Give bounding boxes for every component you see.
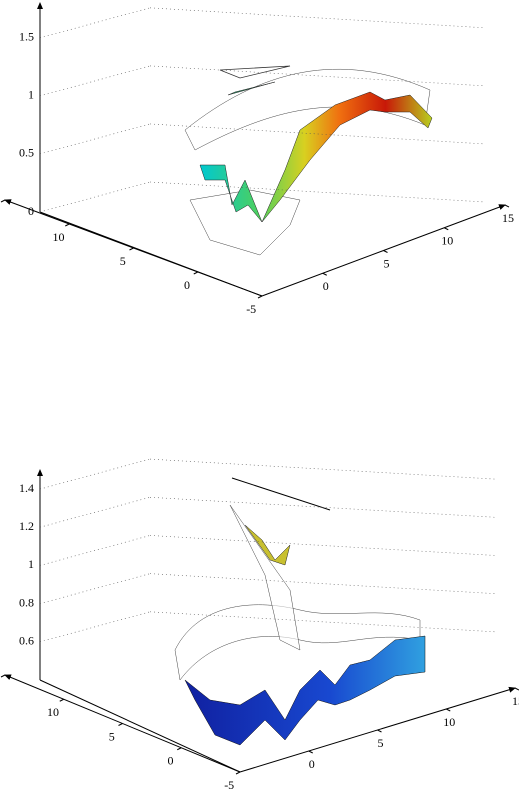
- grid-line: [149, 496, 496, 518]
- grid-line: [39, 123, 151, 155]
- z-base: [39, 679, 241, 773]
- grid-line: [149, 458, 496, 480]
- tick-mark: [504, 204, 510, 208]
- tick-mark: [235, 771, 241, 775]
- tick-mark: [118, 723, 123, 726]
- tick-mark: [129, 247, 134, 251]
- z-base: [39, 211, 263, 297]
- x-tick-label: 0: [184, 278, 190, 292]
- tick-mark: [257, 295, 263, 299]
- tick-mark: [444, 227, 449, 231]
- z-tick-label: 1: [28, 557, 34, 571]
- grid-line: [149, 573, 496, 594]
- tick-mark: [446, 708, 451, 712]
- x-tick-label: 5: [109, 729, 115, 743]
- tick-mark: [383, 250, 388, 253]
- surface-bottom: [174, 477, 426, 746]
- y-tick-label: 0: [309, 757, 315, 771]
- z-tick-label: 0.8: [19, 595, 34, 609]
- grid-line: [39, 65, 151, 97]
- z-tick-label: 1.2: [19, 519, 34, 533]
- grid-line: [39, 181, 151, 213]
- y-tick-label: 0: [323, 279, 329, 293]
- grid-line: [39, 611, 151, 643]
- grid-line: [39, 573, 151, 604]
- grid-line: [149, 611, 496, 633]
- grid-line: [39, 496, 151, 528]
- tick-mark: [0, 674, 6, 678]
- grid-line: [39, 458, 151, 490]
- z-tick-label: 0: [28, 204, 34, 218]
- y-tick-label: 5: [378, 736, 384, 750]
- surface-top: [184, 65, 433, 256]
- grid-line: [149, 535, 496, 556]
- tick-mark: [514, 687, 519, 691]
- tick-mark: [377, 729, 382, 733]
- x-tick-label: -5: [224, 778, 234, 789]
- x-tick-label: 0: [167, 754, 173, 768]
- x-tick-label: 10: [52, 230, 64, 244]
- z-tick-label: 1: [28, 88, 34, 102]
- z-tick-label: 1.5: [19, 30, 34, 44]
- x-tick-label: 10: [47, 705, 59, 719]
- y-tick-label: 5: [384, 256, 390, 270]
- y-tick-label: 15: [512, 694, 519, 708]
- tick-mark: [0, 199, 6, 203]
- tick-mark: [308, 750, 313, 754]
- y-tick-label: 10: [443, 715, 455, 729]
- y-tick-label: 15: [502, 211, 514, 225]
- x-tick-label: -5: [246, 302, 256, 316]
- x-tick-label: 5: [120, 254, 126, 268]
- y-tick-label: 10: [441, 234, 453, 248]
- grid-line: [39, 535, 151, 566]
- tick-mark: [193, 271, 198, 275]
- z-tick-label: 0.6: [19, 634, 34, 648]
- z-tick-label: 1.4: [19, 481, 34, 495]
- grid-line: [39, 7, 151, 39]
- grid-line: [149, 7, 486, 29]
- tick-mark: [322, 272, 327, 276]
- tick-mark: [65, 223, 70, 227]
- tick-mark: [59, 698, 64, 702]
- z-tick-label: 0.5: [19, 146, 34, 160]
- tick-mark: [177, 747, 182, 751]
